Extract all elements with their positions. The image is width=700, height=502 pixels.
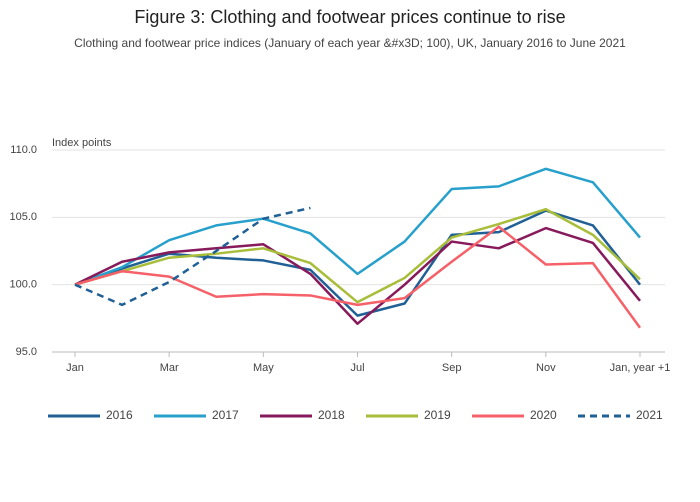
series-line — [74, 206, 311, 307]
series-line — [74, 208, 641, 304]
legend-label: 2019 — [424, 408, 451, 422]
legend-label: 2017 — [212, 408, 239, 422]
chart-title: Figure 3: Clothing and footwear prices c… — [134, 7, 565, 27]
legend-label: 2016 — [106, 408, 133, 422]
y-tick-label: 105.0 — [9, 211, 37, 223]
legend-label: 2018 — [318, 408, 345, 422]
series-line — [74, 226, 641, 325]
series-line — [74, 167, 641, 286]
legend-label: 2021 — [636, 408, 663, 422]
x-tick-label: Mar — [160, 362, 179, 374]
x-tick-label: Jul — [350, 362, 364, 374]
x-tick-label: May — [253, 362, 274, 374]
y-tick-label: 100.0 — [9, 279, 37, 291]
legend-label: 2020 — [530, 408, 557, 422]
y-axis-label: Index points — [52, 137, 112, 149]
chart-subtitle: Clothing and footwear price indices (Jan… — [74, 36, 626, 50]
y-tick-label: 110.0 — [10, 144, 37, 156]
x-tick-label: Jan — [66, 362, 84, 374]
x-tick-label: Nov — [536, 362, 556, 374]
x-tick-label: Sep — [442, 362, 462, 374]
y-tick-label: 95.0 — [16, 346, 37, 358]
x-tick-label: Jan, year +1 — [610, 362, 671, 374]
series-line — [74, 225, 642, 329]
